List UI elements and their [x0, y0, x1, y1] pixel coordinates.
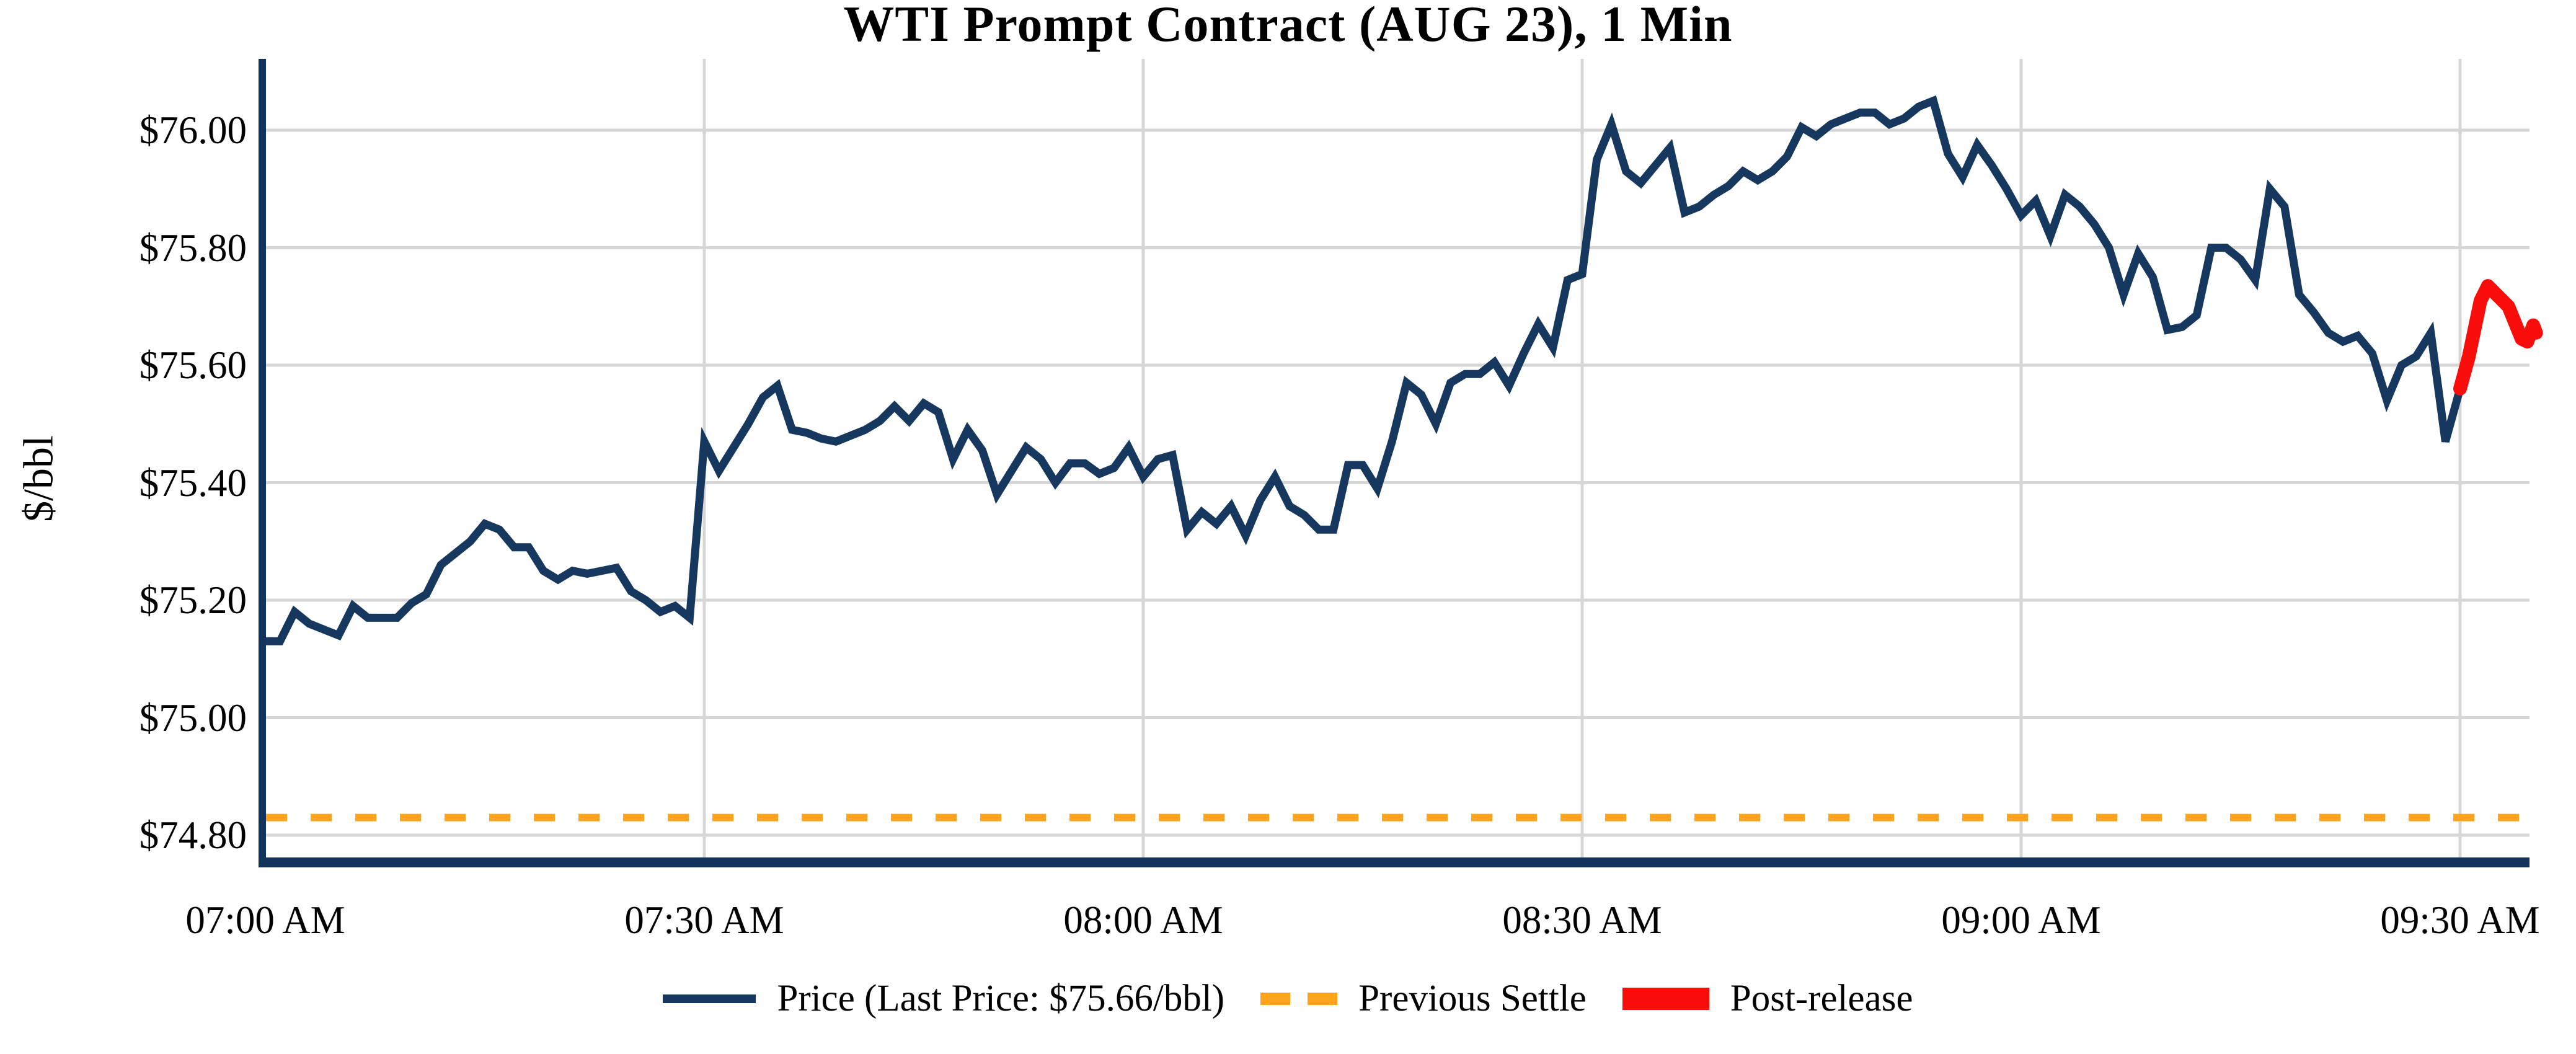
y-tick-label: $75.40 [139, 461, 247, 505]
post-release-line [2453, 279, 2543, 396]
settle-dash-icon [1308, 993, 1338, 1005]
legend: Price (Last Price: $75.66/bbl) Previous … [0, 977, 2576, 1021]
chart-title: WTI Prompt Contract (AUG 23), 1 Min [843, 0, 1733, 52]
settle-dash-icon [1260, 993, 1291, 1005]
x-axis-spine [259, 857, 2530, 867]
y-tick-label: $75.80 [139, 226, 247, 270]
settle-dashed-swatch [1260, 993, 1338, 1005]
y-tick-label: $75.20 [139, 578, 247, 622]
x-tick-label: 07:00 AM [185, 898, 345, 942]
price-line [265, 95, 2464, 645]
price-line-swatch [663, 994, 756, 1003]
legend-price-label: Price (Last Price: $75.66/bbl) [777, 978, 1225, 1019]
post-release-swatch [1622, 988, 1709, 1010]
x-tick-label: 09:30 AM [2380, 898, 2540, 942]
y-tick-label: $75.60 [139, 343, 247, 387]
x-tick-label: 08:00 AM [1063, 898, 1223, 942]
legend-settle-label: Previous Settle [1358, 978, 1587, 1019]
y-tick-label: $76.00 [139, 108, 247, 152]
x-tick-label: 08:30 AM [1502, 898, 1662, 942]
legend-item-post-release: Post-release [1622, 977, 1913, 1021]
x-tick-label: 07:30 AM [624, 898, 784, 942]
legend-post-label: Post-release [1730, 978, 1913, 1019]
legend-item-price: Price (Last Price: $75.66/bbl) [663, 977, 1224, 1021]
y-axis-spine [259, 59, 266, 867]
y-tick-label: $75.00 [139, 696, 247, 740]
legend-item-previous-settle: Previous Settle [1260, 977, 1587, 1021]
x-tick-label: 09:00 AM [1941, 898, 2101, 942]
y-tick-label: $74.80 [139, 813, 247, 857]
